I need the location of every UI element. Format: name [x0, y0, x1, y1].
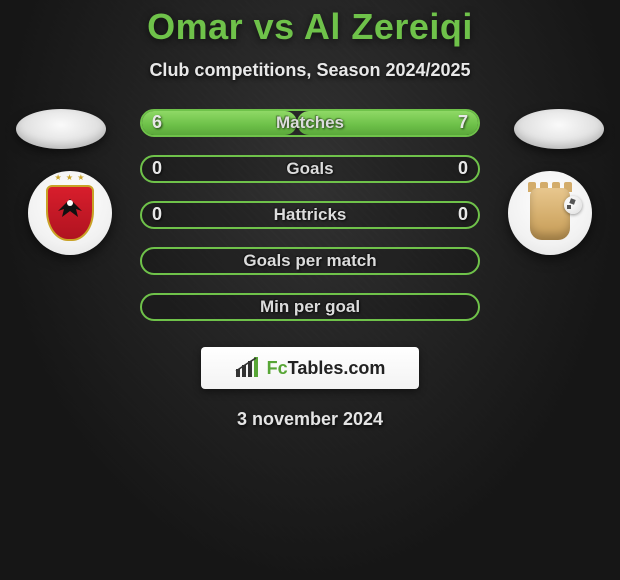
player-left-avatar	[16, 109, 106, 149]
stat-fill-left	[142, 111, 297, 135]
bar-chart-icon	[235, 357, 261, 379]
stat-value-left: 6	[152, 112, 162, 133]
stat-bar-goals: 0 Goals 0	[140, 155, 480, 183]
stat-value-right: 0	[458, 158, 468, 179]
tower-crest-icon	[522, 180, 578, 246]
date-label: 3 november 2024	[0, 409, 620, 430]
stat-label: Goals	[286, 159, 333, 179]
stat-value-right: 0	[458, 204, 468, 225]
stats-area: ★ ★ ★ 6 Match	[0, 109, 620, 430]
stat-bar-goals-per-match: Goals per match	[140, 247, 480, 275]
stat-bars: 6 Matches 7 0 Goals 0 0 Hattricks 0	[140, 109, 480, 321]
stat-bar-matches: 6 Matches 7	[140, 109, 480, 137]
stat-bar-min-per-goal: Min per goal	[140, 293, 480, 321]
stat-value-left: 0	[152, 204, 162, 225]
brand-text: FcTables.com	[267, 358, 386, 379]
stat-label: Min per goal	[260, 297, 360, 317]
stat-bar-hattricks: 0 Hattricks 0	[140, 201, 480, 229]
stat-label: Goals per match	[243, 251, 376, 271]
brand-suffix: Tables.com	[288, 358, 386, 378]
page-subtitle: Club competitions, Season 2024/2025	[149, 60, 470, 81]
brand-watermark: FcTables.com	[201, 347, 419, 389]
club-badge-left: ★ ★ ★	[28, 171, 112, 255]
al-ahly-crest-icon: ★ ★ ★	[40, 179, 100, 247]
page-title: Omar vs Al Zereiqi	[147, 6, 473, 48]
player-right-avatar	[514, 109, 604, 149]
stat-value-right: 7	[458, 112, 468, 133]
brand-prefix: Fc	[267, 358, 288, 378]
stat-value-left: 0	[152, 158, 162, 179]
stat-label: Matches	[276, 113, 344, 133]
main-content: Omar vs Al Zereiqi Club competitions, Se…	[0, 0, 620, 430]
club-badge-right	[508, 171, 592, 255]
stat-label: Hattricks	[274, 205, 347, 225]
